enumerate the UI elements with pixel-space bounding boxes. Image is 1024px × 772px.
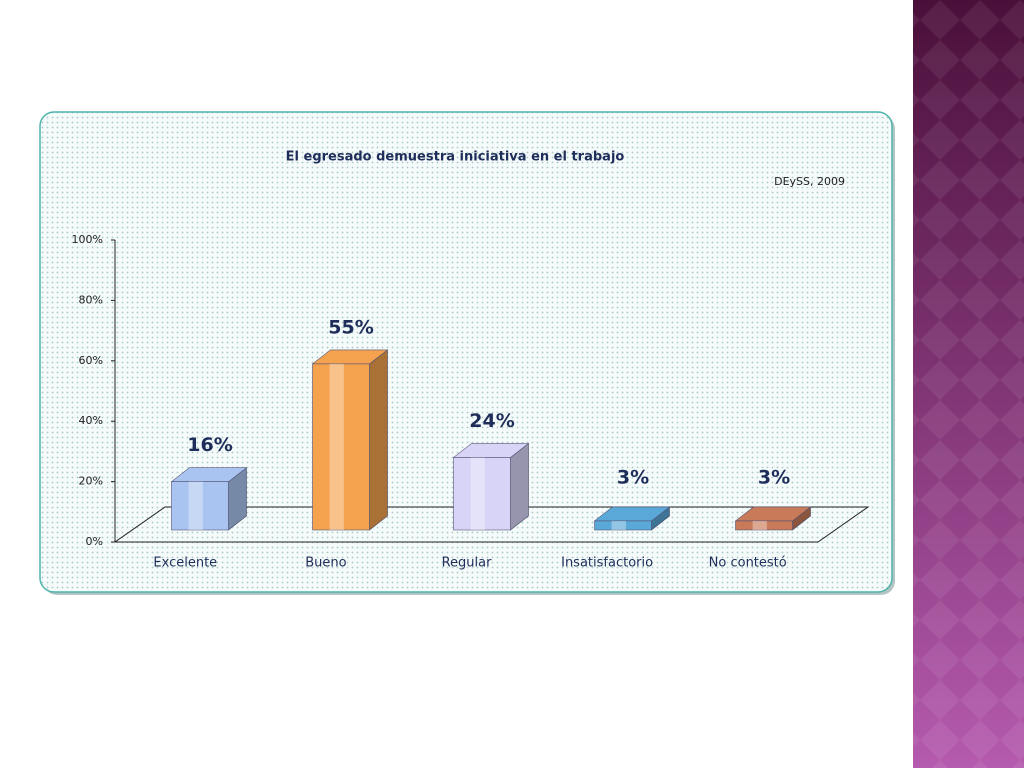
bar-side-shade [510,443,529,530]
bar-highlight [470,457,485,530]
x-tick-label: Excelente [153,556,217,571]
x-tick-label: Regular [442,556,493,571]
bar [171,481,229,531]
bar-highlight [752,520,767,530]
value-label: 3% [758,467,790,489]
value-label: 55% [328,316,373,338]
bar-highlight [188,481,203,530]
y-tick-label: 20% [79,475,103,488]
bar [312,363,370,531]
value-label: 24% [469,410,514,432]
y-tick-label: 40% [79,414,103,427]
chart-panel [39,111,893,593]
bar-side-shade [792,506,811,530]
y-tick-label: 60% [79,354,103,367]
bar-side-shade [369,349,388,530]
side-strip-pattern [913,0,1024,768]
value-label: 3% [617,467,649,489]
x-tick-label: Bueno [305,556,346,571]
bar-highlight [329,363,344,530]
bar [735,520,793,531]
bar-side-shade [228,467,247,530]
plot: 0% 20% 40% 60% 80% 100% Excelente 16% Bueno 55% Re… [72,233,870,571]
x-tick-label: Insatisfactorio [561,556,653,571]
value-label: 16% [187,434,232,456]
annotation: DEySS, 2009 [774,175,845,188]
bar-side-shade [651,506,670,530]
y-tick-label: 80% [79,293,103,306]
bar [594,520,652,531]
y-tick-label: 0% [86,535,103,548]
y-tick-label: 100% [72,233,103,246]
chart-title: El egresado demuestra iniciativa en el t… [286,150,625,165]
bar-highlight [611,520,626,530]
floor [113,506,870,543]
bar [453,457,511,531]
x-tick-label: No contestó [709,556,787,571]
